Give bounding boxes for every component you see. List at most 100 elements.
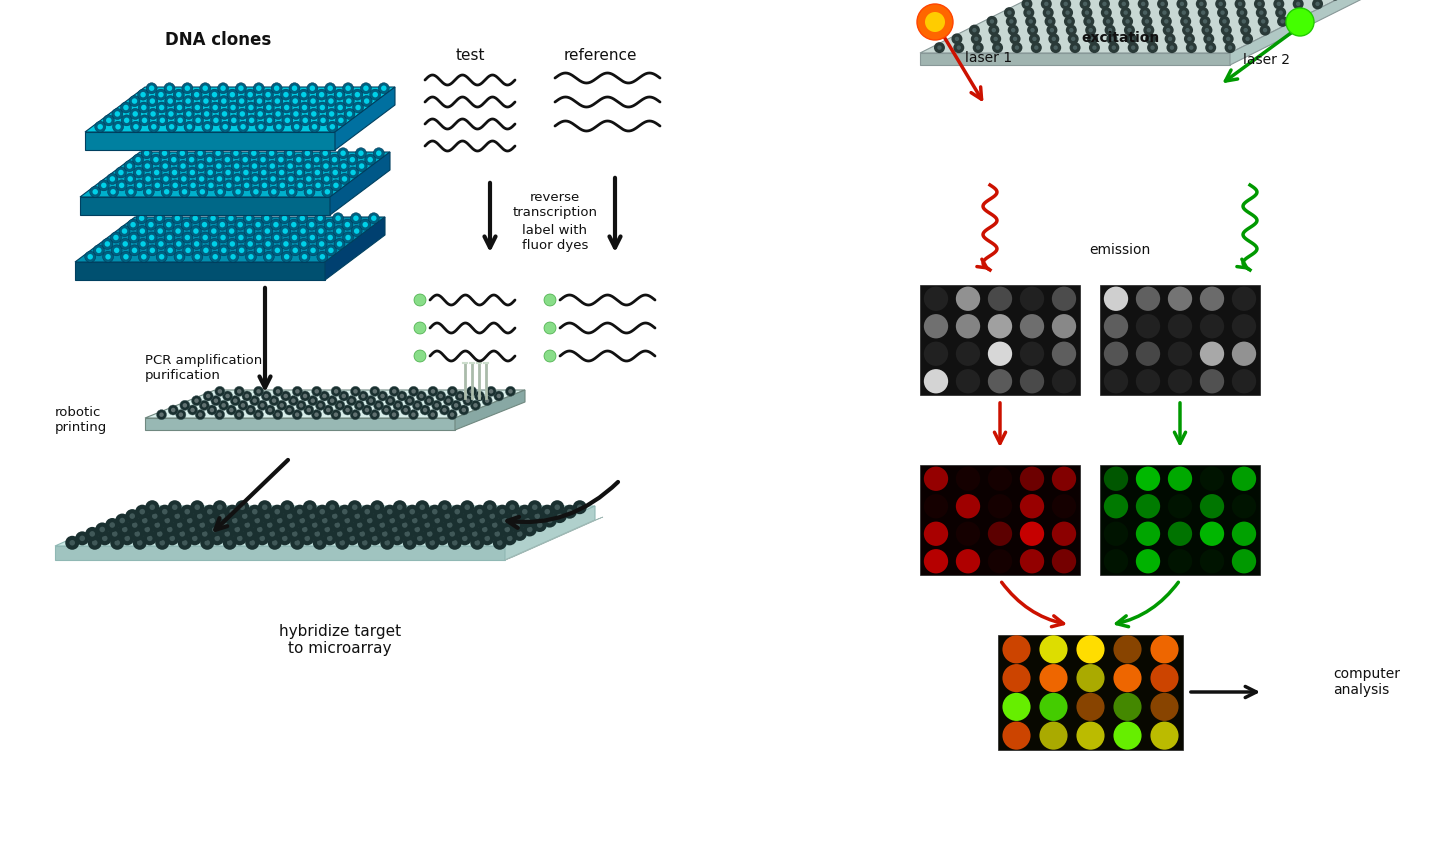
Circle shape — [285, 504, 289, 510]
Circle shape — [300, 403, 304, 408]
Circle shape — [341, 394, 346, 398]
Polygon shape — [920, 53, 1230, 65]
Circle shape — [105, 518, 120, 532]
Circle shape — [278, 157, 284, 162]
Circle shape — [154, 170, 160, 175]
Circle shape — [1238, 2, 1243, 6]
Circle shape — [387, 522, 402, 536]
Circle shape — [956, 314, 981, 339]
Circle shape — [202, 531, 207, 537]
Circle shape — [992, 28, 996, 32]
Circle shape — [384, 540, 390, 545]
Circle shape — [180, 163, 186, 168]
Circle shape — [1162, 10, 1166, 15]
Circle shape — [1128, 28, 1132, 32]
Circle shape — [439, 405, 449, 415]
Circle shape — [432, 400, 442, 410]
Circle shape — [301, 228, 305, 233]
Circle shape — [1087, 19, 1092, 24]
Circle shape — [194, 148, 206, 159]
Circle shape — [544, 294, 556, 306]
Circle shape — [171, 213, 183, 224]
Circle shape — [510, 504, 516, 510]
Circle shape — [445, 527, 459, 541]
Circle shape — [1067, 33, 1079, 44]
Circle shape — [302, 394, 307, 398]
Circle shape — [111, 232, 121, 243]
Circle shape — [1066, 25, 1077, 36]
Circle shape — [271, 176, 276, 181]
Circle shape — [302, 254, 307, 260]
Circle shape — [292, 235, 297, 240]
Circle shape — [197, 527, 212, 541]
Circle shape — [924, 549, 948, 574]
Circle shape — [215, 174, 225, 185]
Circle shape — [991, 33, 1001, 44]
Circle shape — [1050, 42, 1061, 53]
Circle shape — [232, 161, 242, 172]
Circle shape — [410, 522, 425, 536]
Circle shape — [500, 522, 514, 536]
Circle shape — [1231, 369, 1256, 393]
Circle shape — [177, 536, 192, 550]
Circle shape — [147, 245, 158, 256]
Circle shape — [249, 174, 261, 185]
Circle shape — [147, 109, 158, 120]
Circle shape — [102, 239, 112, 250]
Circle shape — [196, 518, 209, 532]
Circle shape — [261, 213, 272, 224]
Circle shape — [1103, 16, 1113, 27]
Circle shape — [1009, 33, 1021, 44]
Circle shape — [95, 121, 105, 133]
Circle shape — [1064, 2, 1068, 6]
Circle shape — [1110, 37, 1115, 41]
Circle shape — [333, 183, 338, 188]
Circle shape — [202, 109, 212, 120]
Circle shape — [1106, 33, 1117, 44]
Circle shape — [311, 410, 321, 420]
Circle shape — [115, 514, 130, 528]
Circle shape — [343, 232, 354, 243]
Circle shape — [226, 405, 236, 415]
Circle shape — [180, 400, 190, 410]
Circle shape — [420, 518, 435, 532]
Text: DNA clones: DNA clones — [166, 31, 271, 49]
Circle shape — [235, 176, 240, 181]
Circle shape — [338, 391, 348, 401]
Circle shape — [158, 241, 164, 247]
Circle shape — [403, 536, 416, 550]
Circle shape — [350, 157, 356, 162]
Circle shape — [494, 391, 504, 401]
Circle shape — [187, 518, 193, 523]
Circle shape — [203, 98, 209, 103]
Circle shape — [248, 148, 259, 159]
Circle shape — [1034, 45, 1038, 50]
Circle shape — [439, 535, 445, 541]
Circle shape — [402, 522, 408, 528]
Circle shape — [1161, 16, 1172, 27]
Circle shape — [1205, 42, 1217, 53]
Circle shape — [105, 254, 111, 260]
Circle shape — [350, 386, 360, 397]
Circle shape — [203, 504, 217, 519]
Circle shape — [94, 245, 104, 256]
Circle shape — [161, 509, 167, 515]
Circle shape — [311, 398, 315, 403]
Circle shape — [190, 527, 194, 533]
Circle shape — [356, 148, 366, 159]
Circle shape — [318, 241, 324, 247]
Circle shape — [924, 314, 948, 339]
Circle shape — [145, 83, 157, 94]
Circle shape — [1011, 42, 1022, 53]
Circle shape — [364, 154, 376, 165]
Circle shape — [364, 408, 369, 412]
Circle shape — [271, 232, 282, 243]
Circle shape — [389, 386, 399, 397]
Circle shape — [285, 174, 297, 185]
Circle shape — [289, 522, 295, 528]
Circle shape — [167, 527, 173, 533]
Circle shape — [1140, 2, 1145, 6]
Circle shape — [323, 186, 333, 198]
Circle shape — [225, 531, 230, 537]
Circle shape — [168, 154, 180, 165]
